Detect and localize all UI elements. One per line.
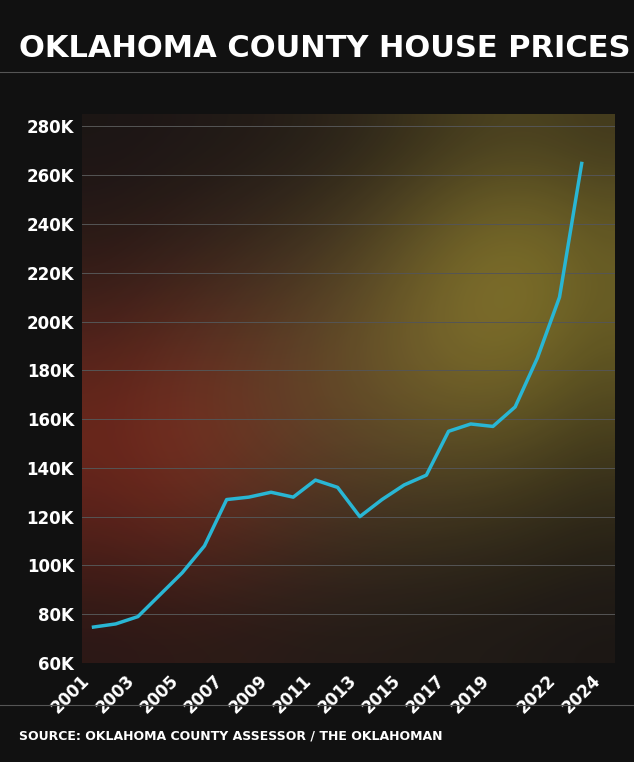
Text: OKLAHOMA COUNTY HOUSE PRICES: OKLAHOMA COUNTY HOUSE PRICES (19, 34, 631, 63)
Text: SOURCE: OKLAHOMA COUNTY ASSESSOR / THE OKLAHOMAN: SOURCE: OKLAHOMA COUNTY ASSESSOR / THE O… (19, 730, 443, 743)
